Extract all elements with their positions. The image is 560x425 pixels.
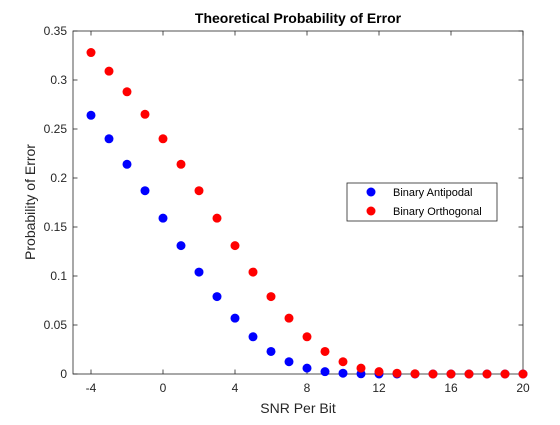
data-point-binary-orthogonal — [518, 369, 528, 379]
legend-marker-binary-antipodal — [366, 187, 376, 197]
data-point-binary-antipodal — [140, 186, 150, 196]
data-point-binary-orthogonal — [410, 369, 420, 379]
x-tick-label: 12 — [372, 381, 386, 395]
data-point-binary-orthogonal — [176, 159, 186, 169]
data-point-binary-antipodal — [158, 213, 168, 223]
data-point-binary-orthogonal — [248, 267, 258, 277]
data-point-binary-antipodal — [176, 241, 186, 251]
y-tick-label: 0.1 — [50, 269, 67, 283]
data-point-binary-orthogonal — [374, 367, 384, 377]
data-point-binary-antipodal — [266, 346, 276, 356]
data-point-binary-antipodal — [104, 134, 114, 144]
data-point-binary-orthogonal — [212, 213, 222, 223]
data-point-binary-orthogonal — [320, 346, 330, 356]
data-point-binary-orthogonal — [86, 48, 96, 58]
data-point-binary-antipodal — [302, 363, 312, 373]
data-point-binary-orthogonal — [284, 313, 294, 323]
legend-label-binary-antipodal: Binary Antipodal — [393, 187, 473, 199]
data-point-binary-antipodal — [194, 267, 204, 277]
legend-marker-binary-orthogonal — [366, 206, 376, 216]
data-point-binary-antipodal — [284, 357, 294, 367]
data-point-binary-orthogonal — [302, 332, 312, 342]
data-point-binary-orthogonal — [482, 369, 492, 379]
y-tick-label: 0.05 — [44, 318, 68, 332]
data-point-binary-orthogonal — [446, 369, 456, 379]
data-point-binary-antipodal — [86, 110, 96, 120]
data-point-binary-orthogonal — [158, 134, 168, 144]
data-point-binary-orthogonal — [428, 369, 438, 379]
chart-title: Theoretical Probability of Error — [195, 10, 402, 26]
y-tick-label: 0 — [60, 367, 67, 381]
series-layer — [86, 48, 528, 379]
x-tick-label: 20 — [516, 381, 530, 395]
legend: Binary Antipodal Binary Orthogonal — [346, 182, 498, 222]
data-point-binary-orthogonal — [140, 109, 150, 119]
data-point-binary-orthogonal — [230, 241, 240, 251]
y-axis: 0 0.05 0.1 0.15 0.2 0.25 0.3 0.35 — [44, 24, 523, 381]
data-point-binary-antipodal — [320, 367, 330, 377]
x-axis-label: SNR Per Bit — [260, 400, 336, 416]
y-axis-label: Probability of Error — [22, 144, 38, 260]
series-binary-orthogonal — [86, 48, 528, 379]
data-point-binary-orthogonal — [266, 292, 276, 302]
y-tick-label: 0.35 — [44, 24, 68, 38]
data-point-binary-antipodal — [212, 292, 222, 302]
y-tick-label: 0.15 — [44, 220, 68, 234]
x-tick-label: 0 — [160, 381, 167, 395]
legend-label-binary-orthogonal: Binary Orthogonal — [393, 206, 482, 218]
y-tick-label: 0.3 — [50, 73, 67, 87]
data-point-binary-orthogonal — [104, 66, 114, 76]
x-tick-label: -4 — [86, 381, 97, 395]
data-point-binary-antipodal — [122, 159, 132, 169]
data-point-binary-orthogonal — [194, 186, 204, 196]
data-point-binary-orthogonal — [356, 363, 366, 373]
data-point-binary-antipodal — [338, 368, 348, 378]
y-tick-label: 0.2 — [50, 171, 67, 185]
data-point-binary-orthogonal — [122, 87, 132, 97]
x-axis: -4 0 4 8 12 16 20 — [86, 31, 530, 395]
data-point-binary-orthogonal — [500, 369, 510, 379]
x-tick-label: 4 — [232, 381, 239, 395]
data-point-binary-antipodal — [248, 332, 258, 342]
data-point-binary-antipodal — [230, 313, 240, 323]
data-point-binary-orthogonal — [338, 357, 348, 367]
data-point-binary-orthogonal — [464, 369, 474, 379]
y-tick-label: 0.25 — [44, 122, 68, 136]
x-tick-label: 16 — [444, 381, 458, 395]
x-tick-label: 8 — [304, 381, 311, 395]
data-point-binary-orthogonal — [392, 368, 402, 378]
